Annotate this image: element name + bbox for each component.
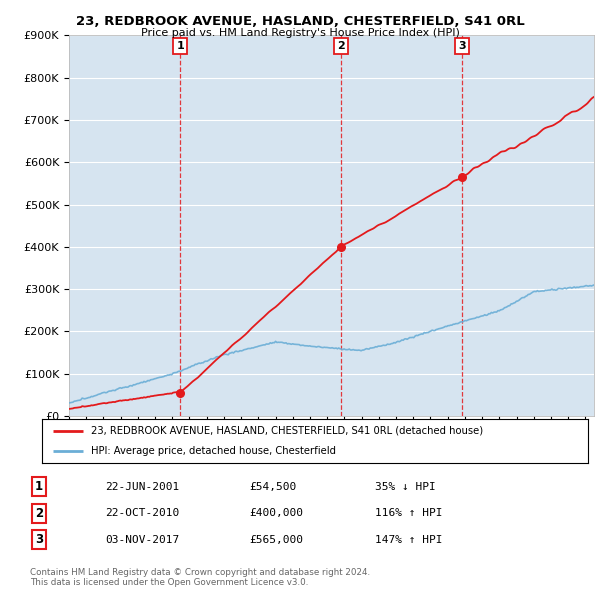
Text: 116% ↑ HPI: 116% ↑ HPI [375, 509, 443, 518]
Text: 1: 1 [176, 41, 184, 51]
Text: 3: 3 [458, 41, 466, 51]
Text: 35% ↓ HPI: 35% ↓ HPI [375, 482, 436, 491]
Text: 3: 3 [35, 533, 43, 546]
Text: Price paid vs. HM Land Registry's House Price Index (HPI): Price paid vs. HM Land Registry's House … [140, 28, 460, 38]
Text: £565,000: £565,000 [249, 535, 303, 545]
Text: 23, REDBROOK AVENUE, HASLAND, CHESTERFIELD, S41 0RL (detached house): 23, REDBROOK AVENUE, HASLAND, CHESTERFIE… [91, 426, 483, 436]
Text: 22-OCT-2010: 22-OCT-2010 [105, 509, 179, 518]
Text: 03-NOV-2017: 03-NOV-2017 [105, 535, 179, 545]
Text: 22-JUN-2001: 22-JUN-2001 [105, 482, 179, 491]
Text: 1: 1 [35, 480, 43, 493]
Text: 147% ↑ HPI: 147% ↑ HPI [375, 535, 443, 545]
Text: 2: 2 [35, 507, 43, 520]
Text: HPI: Average price, detached house, Chesterfield: HPI: Average price, detached house, Ches… [91, 446, 336, 456]
Text: 2: 2 [337, 41, 345, 51]
Text: 23, REDBROOK AVENUE, HASLAND, CHESTERFIELD, S41 0RL: 23, REDBROOK AVENUE, HASLAND, CHESTERFIE… [76, 15, 524, 28]
Text: £54,500: £54,500 [249, 482, 296, 491]
Text: Contains HM Land Registry data © Crown copyright and database right 2024.
This d: Contains HM Land Registry data © Crown c… [30, 568, 370, 587]
Text: £400,000: £400,000 [249, 509, 303, 518]
